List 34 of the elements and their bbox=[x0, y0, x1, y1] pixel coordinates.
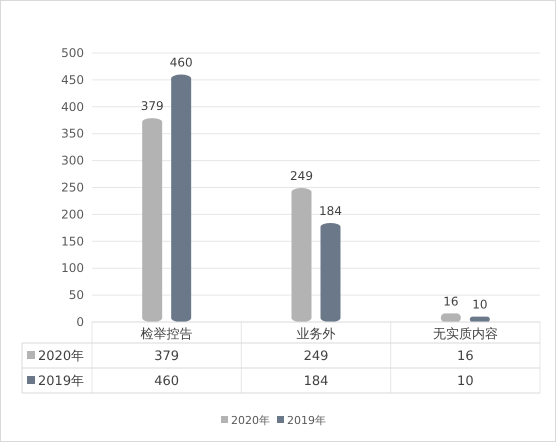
text: 10 bbox=[457, 374, 474, 389]
y-tick-label: 500 bbox=[61, 46, 84, 60]
y-tick-label: 300 bbox=[61, 154, 84, 168]
x-tick-label: 无实质内容 bbox=[432, 326, 498, 342]
legend-label: 2019年 bbox=[287, 414, 326, 427]
y-tick-label: 350 bbox=[61, 126, 84, 141]
y-tick-label: 250 bbox=[61, 180, 84, 194]
data-label: 249 bbox=[290, 169, 313, 184]
legend-label: 2020年 bbox=[38, 349, 84, 364]
data-label: 379 bbox=[140, 99, 164, 114]
y-tick-label: 400 bbox=[61, 100, 84, 114]
text: 249 bbox=[304, 349, 328, 364]
text: 2019年 bbox=[38, 374, 84, 389]
y-tick-label: 0 bbox=[76, 315, 84, 329]
bar bbox=[171, 74, 192, 322]
legend: 2020年 2019年 bbox=[221, 414, 326, 427]
text: 460 bbox=[154, 374, 180, 389]
y-tick-label: 450 bbox=[61, 72, 84, 87]
text: 16 bbox=[457, 349, 474, 364]
data-label: 460 bbox=[170, 56, 193, 70]
bar bbox=[292, 188, 312, 322]
data-label: 184 bbox=[319, 204, 342, 218]
x-tick-label: 业务外 bbox=[296, 327, 336, 342]
bar bbox=[142, 118, 162, 322]
y-tick-label: 100 bbox=[61, 261, 84, 276]
y-tick-label: 200 bbox=[61, 207, 84, 222]
x-tick-label: 检举控告 bbox=[140, 327, 193, 342]
data-label: 10 bbox=[472, 298, 488, 312]
data-label: 16 bbox=[443, 294, 458, 308]
y-tick-label: 50 bbox=[68, 288, 84, 302]
text: 379 bbox=[154, 349, 180, 364]
y-tick-label: 150 bbox=[61, 234, 84, 248]
bar bbox=[320, 223, 340, 322]
text: 184 bbox=[304, 374, 328, 389]
